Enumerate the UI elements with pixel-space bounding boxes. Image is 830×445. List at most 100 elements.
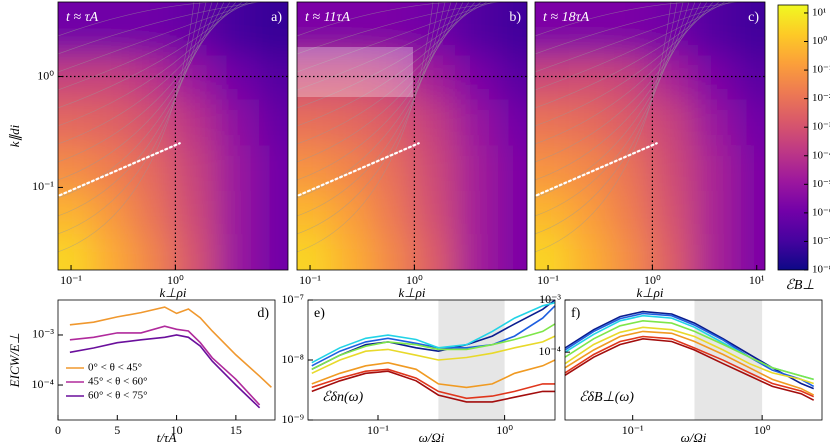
annotation: ℰδn(ω) [322, 390, 364, 405]
heatmap-cell [454, 144, 499, 191]
lines [69, 306, 272, 409]
trend-line [58, 142, 181, 197]
x-axis-label: ω/Ωi [681, 430, 707, 445]
x-tick-label: 10 [171, 423, 183, 437]
heatmap [297, 2, 527, 270]
heatmap-cell [91, 2, 134, 56]
contour [297, 2, 476, 127]
heatmap-cell [215, 233, 260, 270]
series-line [69, 325, 261, 406]
series-line [564, 330, 815, 396]
heatmap-cell [692, 2, 737, 56]
heatmap-cell [735, 189, 765, 235]
heatmap-cell [58, 189, 93, 235]
contour [58, 2, 213, 199]
x-tick-label: 10⁰ [644, 273, 661, 287]
heatmap-cell [412, 233, 456, 270]
heatmap-cell [58, 144, 93, 191]
contour [535, 2, 702, 163]
trend-line [297, 142, 420, 197]
contour [297, 2, 500, 55]
heatmap [535, 2, 765, 270]
axes-frame [57, 1, 289, 271]
contour [297, 2, 464, 163]
heatmap-cell [215, 189, 260, 235]
x-tick-label: 10⁰ [406, 273, 423, 287]
contour [535, 2, 708, 145]
contour [58, 2, 207, 217]
heatmap-cell [58, 233, 93, 270]
heatmap-cell [568, 189, 611, 235]
x-tick-label: 10⁻¹ [622, 423, 644, 437]
colorbar-tick-label: 10⁻³ [812, 121, 830, 133]
heatmap-cell [609, 2, 651, 56]
heatmap-cell [454, 189, 499, 235]
contour [535, 2, 738, 55]
contour [297, 2, 446, 217]
series-line [69, 334, 261, 409]
heatmap-cell [330, 2, 373, 56]
series-line [311, 359, 556, 389]
heatmap-cell [412, 144, 456, 191]
heatmap-cell [568, 2, 611, 56]
heatmap-cell [650, 144, 694, 191]
y-tick-label: 10⁻⁹ [281, 412, 304, 426]
x-tick-label: 10⁰ [754, 423, 771, 437]
heatmap-field [297, 2, 527, 270]
heatmap-cell [609, 233, 651, 270]
heatmap-cell [58, 2, 93, 56]
y-tick-label: 10⁻⁴ [31, 377, 54, 391]
panel-label: d) [257, 306, 269, 321]
legend-label: 45° < θ < 60° [88, 376, 147, 388]
heatmap-cell [297, 2, 332, 56]
time-label: t ≈ 11τA [305, 10, 351, 25]
x-axis-label: ω/Ωi [419, 430, 445, 445]
heatmap-cell [497, 189, 527, 235]
x-tick-label: 10⁰ [167, 273, 184, 287]
heatmap-cell [535, 233, 570, 270]
series-line [564, 312, 815, 388]
heatmap-cell [650, 189, 694, 235]
heatmap-cell [497, 233, 527, 270]
heatmap-cell [412, 189, 456, 235]
series-line [564, 335, 815, 398]
legend-label: 60° < θ < 75° [88, 390, 147, 402]
y-tick-label: 10⁻³ [539, 292, 561, 306]
axes-frame [564, 299, 823, 421]
colorbar-tick-label: 10⁻⁷ [812, 235, 830, 247]
series-line [69, 306, 272, 388]
heatmap-cell [412, 98, 456, 146]
heatmap-cell [497, 144, 527, 191]
lines [311, 299, 556, 403]
x-axis-label: k⊥ρi [637, 285, 664, 300]
contour [297, 2, 482, 109]
contour [58, 2, 266, 37]
x-tick-label: 10⁰ [496, 423, 513, 437]
heatmap-cell [371, 2, 413, 56]
panel-label: a) [271, 10, 282, 25]
inset-highlight [297, 47, 413, 97]
heatmap-field [535, 2, 765, 270]
heatmap-cell [173, 144, 217, 191]
axes-frame [534, 1, 766, 271]
series-line [564, 319, 814, 381]
x-tick-label: 10⁻¹ [60, 273, 82, 287]
heatmap-cell [330, 233, 373, 270]
panel-label: c) [748, 10, 759, 25]
contour [535, 2, 732, 73]
contour [535, 2, 720, 109]
heatmap-cell [297, 233, 332, 270]
y-tick-label: 10⁻⁷ [281, 292, 304, 306]
heatmap-field [58, 2, 288, 270]
lines [564, 310, 815, 401]
colorbar [777, 4, 809, 271]
colorbar-label: ℰB⊥ [785, 278, 814, 293]
contour [297, 2, 458, 181]
heatmap-cell [454, 98, 499, 146]
y-axis-label: k∥di [7, 124, 22, 147]
series-line [311, 368, 555, 400]
contour [297, 2, 505, 37]
legend-label: 0° < θ < 45° [88, 362, 142, 374]
heatmap-cell [692, 144, 737, 191]
